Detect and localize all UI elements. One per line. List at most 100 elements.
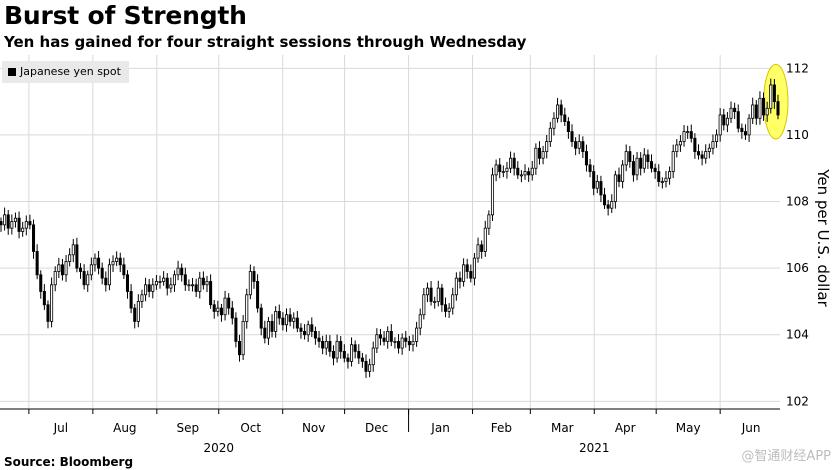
candle-body	[649, 161, 654, 169]
candle	[389, 324, 393, 347]
candle	[234, 312, 238, 348]
candle-body	[223, 297, 227, 316]
candle-body	[498, 164, 502, 172]
candle-body	[129, 291, 133, 309]
candle	[501, 165, 505, 178]
candle	[769, 78, 773, 114]
candle	[671, 144, 675, 179]
candle	[241, 315, 245, 360]
candle	[165, 273, 169, 296]
candle	[400, 333, 404, 355]
candle-body	[219, 307, 223, 316]
candle-body	[342, 350, 346, 359]
candle	[696, 144, 701, 160]
candle	[519, 170, 523, 183]
candle	[270, 314, 274, 338]
candle-body	[660, 181, 664, 183]
candle-body	[324, 340, 328, 349]
candle	[259, 303, 263, 336]
candle-body	[693, 137, 697, 152]
candle	[100, 262, 104, 285]
x-month-label-feb: Feb	[491, 421, 512, 435]
candle-body	[519, 174, 523, 177]
candle	[248, 264, 252, 300]
candle-body	[357, 350, 361, 359]
candle-body	[21, 227, 25, 232]
y-tick-label-112: 112	[786, 61, 809, 75]
candle	[378, 328, 382, 346]
candle-body	[776, 101, 780, 116]
candle	[393, 337, 397, 349]
candle	[530, 160, 534, 181]
candle-body	[187, 284, 191, 287]
candle-body	[144, 284, 148, 296]
candle	[483, 220, 487, 257]
candle	[606, 199, 610, 216]
candle	[71, 239, 75, 263]
candle-body	[483, 227, 487, 252]
candle	[306, 320, 310, 342]
candle-body	[682, 131, 686, 142]
candle-body	[407, 340, 411, 346]
candle	[776, 94, 780, 120]
candle	[328, 335, 332, 357]
candle	[422, 288, 426, 320]
candle-body	[212, 304, 216, 312]
candle	[115, 251, 119, 267]
candle-body	[762, 97, 766, 116]
candle-body	[433, 301, 437, 303]
candle	[277, 304, 281, 325]
candle	[133, 303, 137, 329]
candle-body	[657, 171, 661, 182]
candle	[397, 334, 401, 354]
candle-body	[563, 114, 567, 123]
candle-body	[256, 281, 260, 309]
candle-body	[295, 317, 299, 329]
candle	[592, 165, 596, 196]
candle-body	[53, 271, 57, 286]
candle-body	[772, 84, 776, 103]
candle	[693, 133, 697, 159]
candle	[668, 166, 672, 185]
candle	[10, 214, 14, 235]
candle	[751, 97, 755, 125]
candle	[111, 255, 115, 272]
candle	[266, 316, 270, 345]
candle	[772, 79, 776, 109]
candle	[360, 352, 364, 368]
candle-body	[270, 321, 274, 332]
candle-body	[97, 257, 101, 269]
x-year-label-2021: 2021	[579, 441, 610, 455]
candle	[209, 274, 213, 309]
candle	[545, 134, 549, 159]
candle	[631, 154, 635, 182]
candle-body	[172, 274, 176, 286]
candle-body	[581, 141, 585, 152]
x-month-label-jan: Jan	[430, 421, 450, 435]
candle	[682, 125, 686, 147]
candle	[53, 266, 57, 292]
candle-body	[472, 257, 476, 279]
candle-body	[494, 164, 498, 176]
chart-title: Burst of Strength	[4, 1, 247, 30]
x-month-label-mar: Mar	[551, 421, 574, 435]
x-gridlines	[28, 55, 721, 432]
candle	[469, 264, 473, 283]
candle	[313, 326, 317, 345]
candle-body	[303, 331, 307, 336]
candle-body	[678, 141, 682, 146]
candle-body	[350, 344, 354, 362]
candle	[310, 317, 314, 338]
candle	[534, 143, 538, 175]
candle	[599, 175, 603, 203]
candle-body	[107, 264, 111, 286]
candle-body	[490, 174, 495, 216]
candle-body	[556, 104, 560, 119]
candle-body	[711, 141, 715, 149]
candle	[729, 101, 733, 123]
candle	[588, 158, 592, 178]
candle	[151, 278, 155, 299]
candle-body	[624, 151, 628, 166]
candle	[346, 353, 350, 369]
candle-body	[368, 364, 372, 372]
